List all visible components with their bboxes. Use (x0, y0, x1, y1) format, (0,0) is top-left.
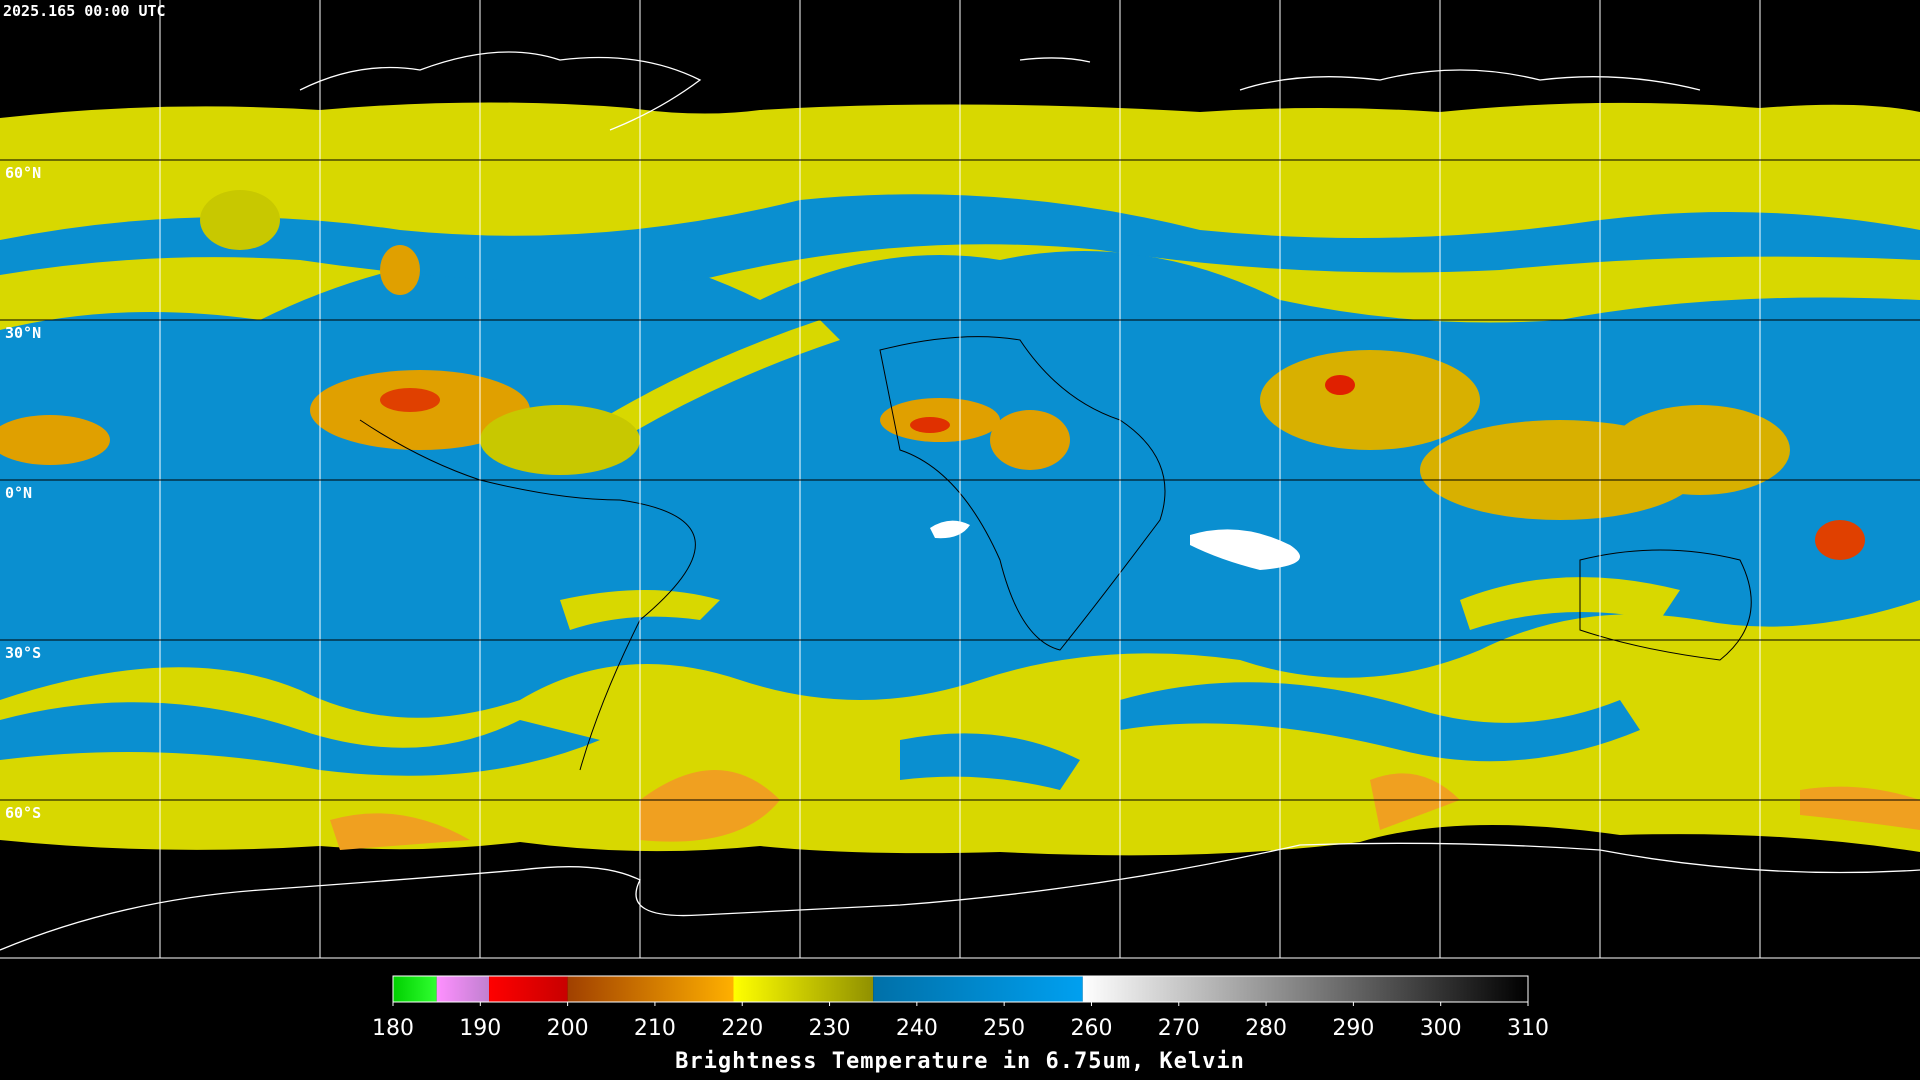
colorbar-segment (733, 976, 874, 1002)
colorbar-frame (392, 975, 1529, 1003)
map: 60°N 30°N 0°N 30°S 60°S (0, 0, 1920, 959)
latitude-label: 0°N (5, 484, 32, 502)
colorbar-tick-label: 180 (372, 1016, 414, 1041)
colorbar-tick-label: 220 (721, 1016, 763, 1041)
graticule (0, 159, 1920, 801)
colorbar-segment (436, 976, 490, 1002)
colorbar-tick-label: 250 (983, 1016, 1025, 1041)
latitude-label: 30°S (5, 644, 41, 662)
dry-streak (0, 682, 1640, 790)
latitude-label: 60°N (5, 164, 41, 182)
graticule (0, 0, 1920, 959)
cold-tops (330, 770, 1920, 850)
convection (0, 190, 1865, 560)
colorbar-tick-label: 270 (1158, 1016, 1200, 1041)
colorbar-segment (1082, 976, 1528, 1002)
colorbar-segment (489, 976, 568, 1002)
colorbar-tick-label: 300 (1420, 1016, 1462, 1041)
colorbar-tick-label: 230 (809, 1016, 851, 1041)
colorbar-tick-label: 190 (459, 1016, 501, 1041)
colorbar-segment (393, 976, 437, 1002)
colorbar-segment (567, 976, 734, 1002)
colorbar-label: Brightness Temperature in 6.75um, Kelvin (675, 1049, 1245, 1074)
latitude-label: 60°S (5, 804, 41, 822)
boundaries (359, 336, 1752, 771)
colorbar-tick-label: 260 (1070, 1016, 1112, 1041)
latitude-labels: 60°N 30°N 0°N 30°S 60°S (5, 164, 41, 822)
colorbar-tick-label: 290 (1332, 1016, 1374, 1041)
colorbar-tick-label: 210 (634, 1016, 676, 1041)
colorbar-tick-label: 200 (547, 1016, 589, 1041)
colorbar: 180 190 200 210 220 230 240 250 260 270 280 290 300 3… (372, 975, 1549, 1041)
moist-tongue (560, 320, 1680, 630)
colorbar-segment (873, 976, 1083, 1002)
colorbar-tick-label: 310 (1507, 1016, 1549, 1041)
latitude-label: 30°N (5, 324, 41, 342)
timestamp: 2025.165 00:00 UTC (3, 2, 166, 20)
coastlines (0, 51, 1920, 951)
colorbar-tick-label: 240 (896, 1016, 938, 1041)
colorbar-tick-label: 280 (1245, 1016, 1287, 1041)
